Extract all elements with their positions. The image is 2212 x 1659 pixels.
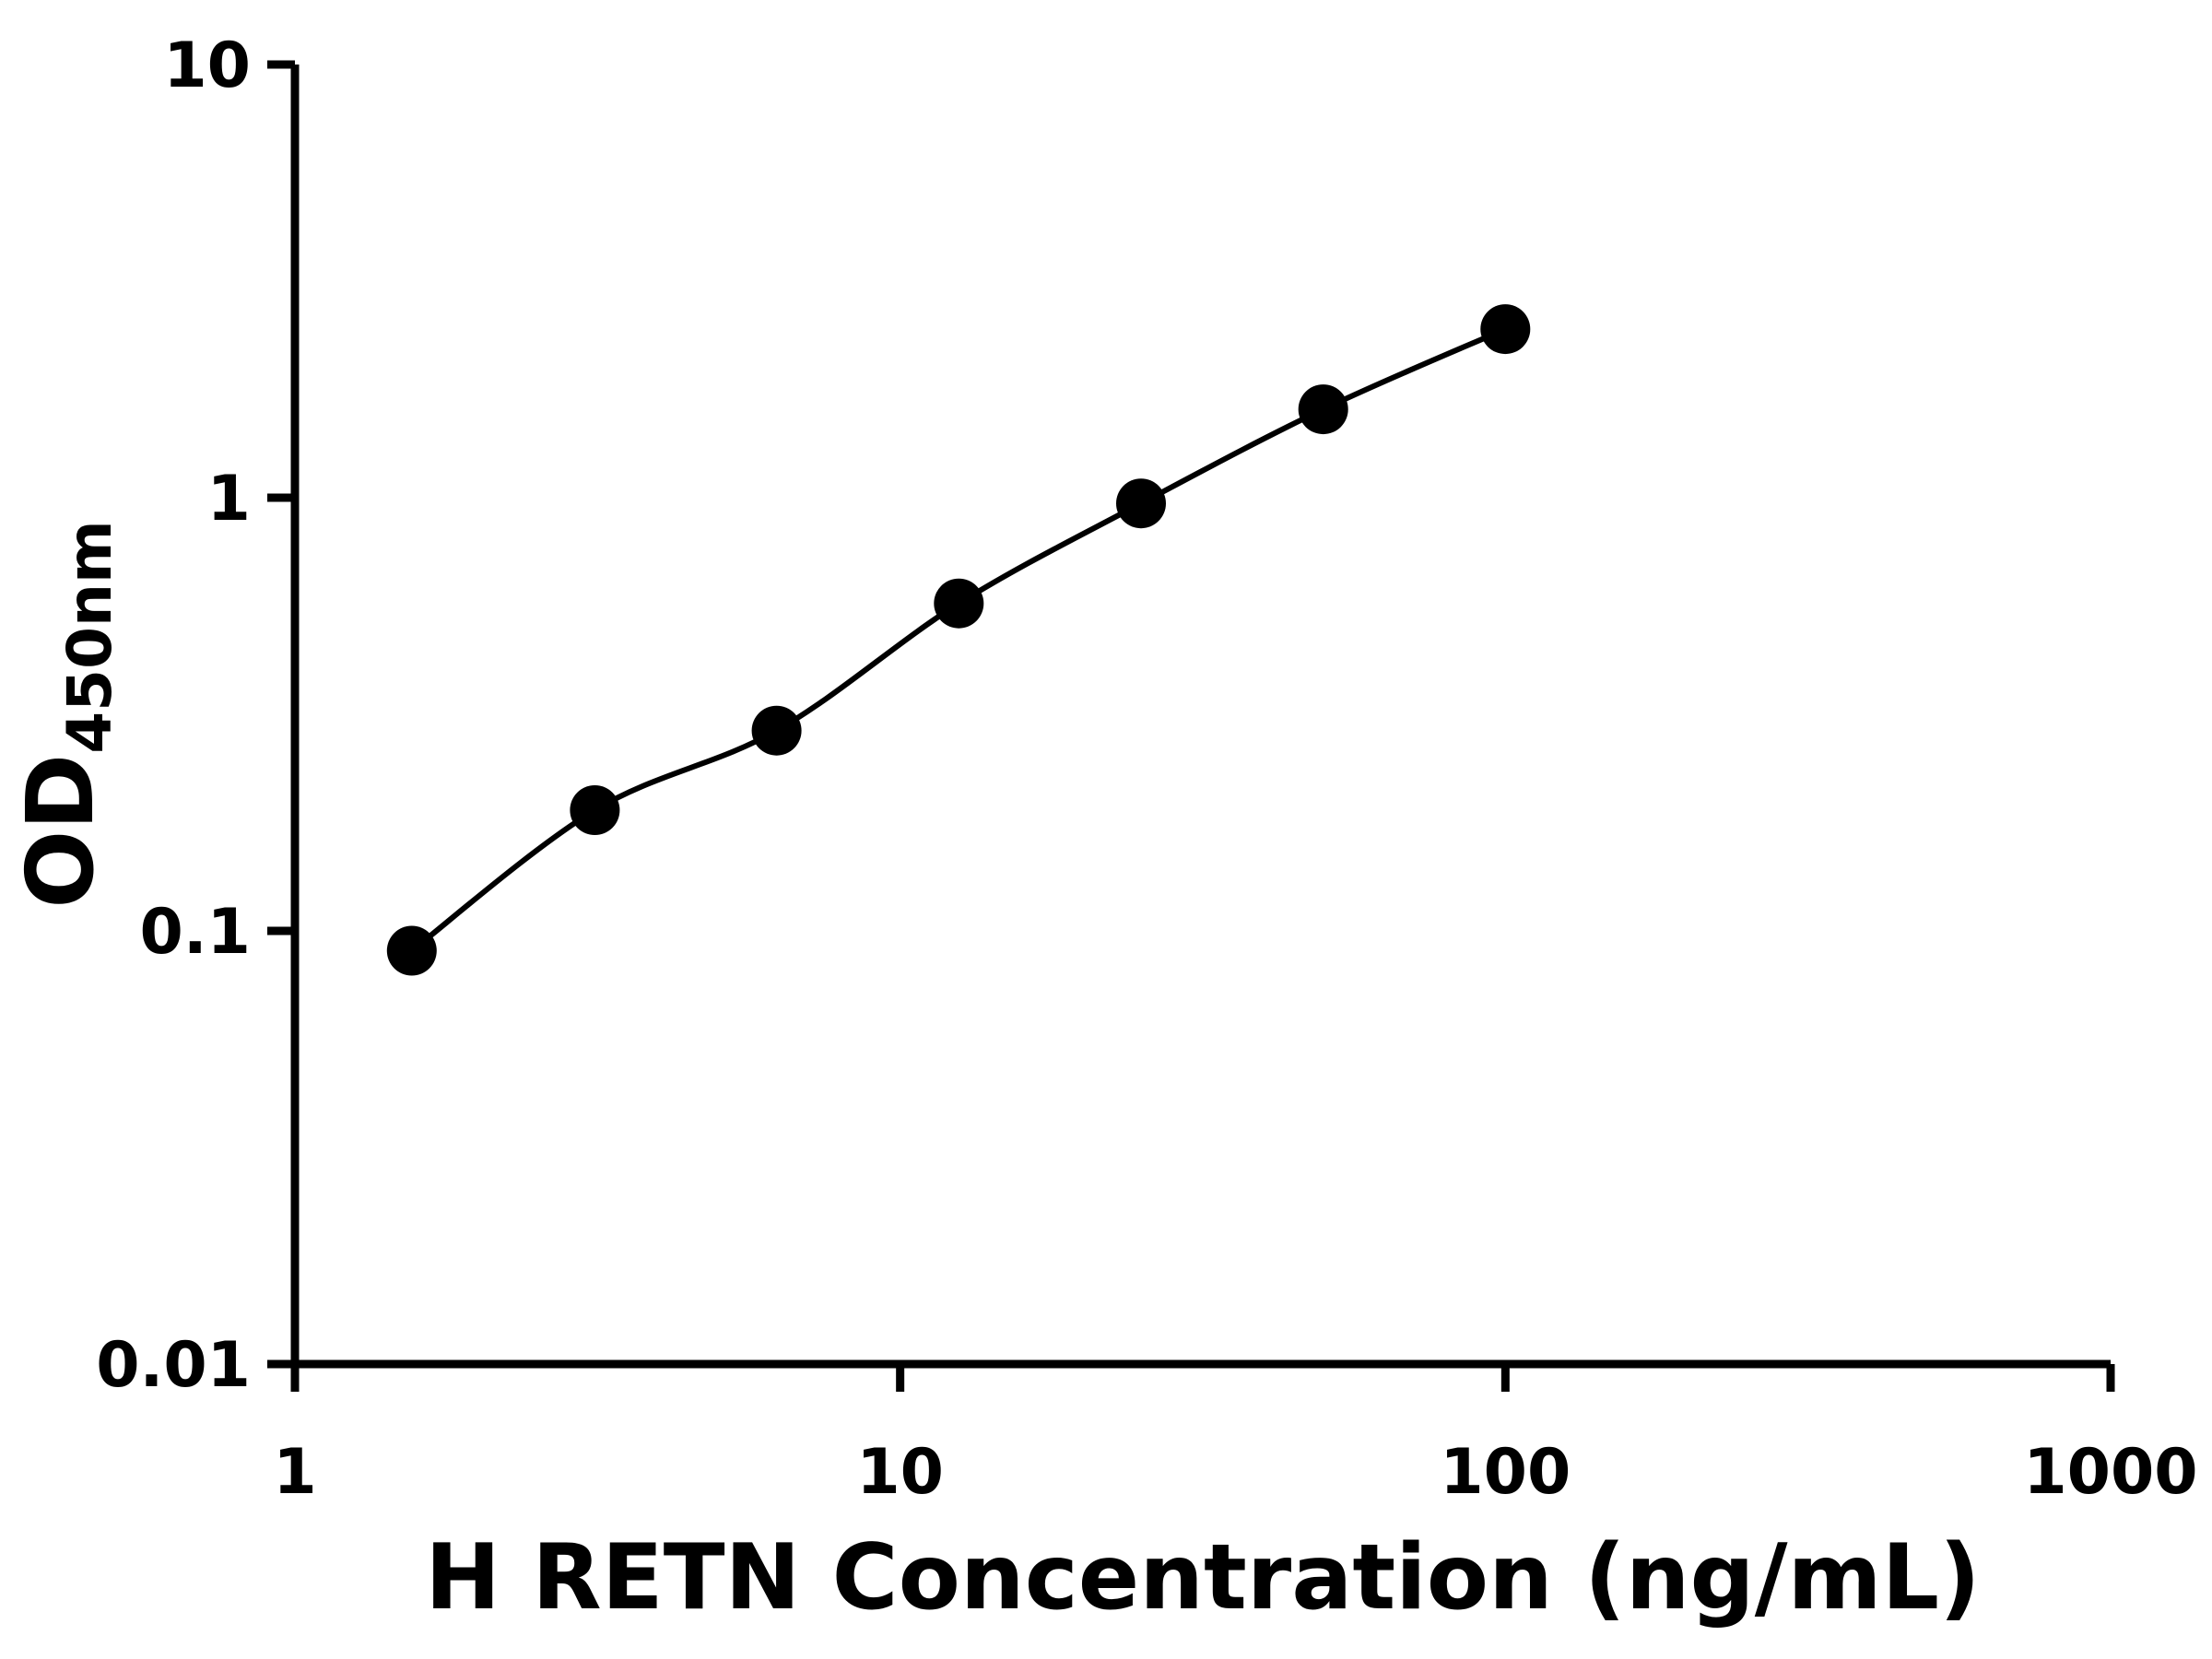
data-point [1480, 304, 1531, 355]
data-point [1116, 478, 1166, 529]
y-tick-label: 0.01 [96, 1329, 251, 1402]
data-point [1298, 384, 1348, 435]
x-axis-title: H RETN Concentration (ng/mL) [425, 1525, 1981, 1630]
y-axis-title: OD450nm [6, 520, 125, 909]
y-tick-label: 0.1 [140, 896, 251, 969]
data-point [570, 785, 620, 835]
data-point [386, 925, 437, 976]
y-axis-title-subscript: 450nm [54, 520, 125, 754]
x-tick-label: 1 [273, 1436, 316, 1509]
y-tick-label: 10 [163, 29, 251, 102]
x-tick-label: 1000 [2023, 1436, 2197, 1509]
x-tick-label: 100 [1440, 1436, 1571, 1509]
x-tick-label: 10 [856, 1436, 944, 1509]
y-axis-title-main: OD [6, 754, 114, 909]
data-point [751, 705, 802, 756]
data-point [934, 578, 984, 629]
y-tick-label: 1 [207, 463, 251, 535]
